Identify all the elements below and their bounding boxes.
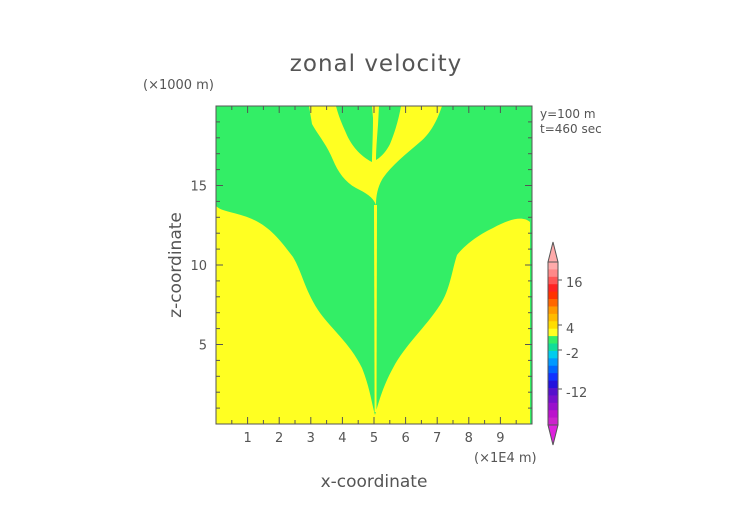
axis-tick-labels: 1 2 3 4 5 6 7 8 9 5 10 15	[190, 180, 504, 447]
right-yellow-region	[375, 218, 530, 424]
colorbar-band	[548, 365, 558, 374]
colorbar-band	[548, 276, 558, 285]
left-yellow-region	[216, 206, 375, 424]
colorbar-band	[548, 313, 558, 322]
x-tick-label: 7	[433, 431, 441, 446]
x-tick-label: 2	[275, 431, 283, 446]
inner-green-lobe-right	[376, 106, 401, 160]
colorbar-band	[548, 387, 558, 396]
colorbar-frame	[547, 261, 559, 426]
colorbar-band	[548, 410, 558, 419]
center-yellow-stripe	[374, 205, 377, 412]
axis-ticks	[216, 106, 532, 424]
colorbar-band	[548, 306, 558, 315]
colorbar-band	[548, 395, 558, 404]
x-unit-label: (×1E4 m)	[474, 451, 537, 466]
center-top-yellow-region	[309, 106, 442, 205]
x-tick-label: 1	[243, 431, 251, 446]
x-tick-label: 6	[401, 431, 409, 446]
colorbar-band	[548, 321, 558, 330]
colorbar	[547, 241, 562, 446]
x-tick-label: 5	[370, 431, 378, 446]
colorbar-band	[548, 262, 558, 270]
x-tick-label: 9	[496, 431, 504, 446]
colorbar-band	[548, 350, 558, 359]
annotation-time: t=460 sec	[540, 122, 602, 136]
colorbar-label: 16	[566, 276, 583, 291]
colorbar-label: -12	[566, 386, 587, 401]
annotation-y-level: y=100 m	[540, 107, 596, 121]
colorbar-labels: 16 4 -2 -12	[566, 276, 587, 401]
colorbar-band	[548, 291, 558, 300]
colorbar-band	[548, 269, 558, 278]
y-unit-label: (×1000 m)	[143, 78, 214, 93]
colorbar-band	[548, 336, 558, 344]
colorbar-band	[548, 284, 558, 293]
colorbar-label: -2	[566, 347, 579, 362]
chart-title: zonal velocity	[290, 51, 462, 77]
colorbar-band	[548, 402, 558, 411]
colorbar-band	[548, 373, 558, 382]
colorbar-band	[548, 299, 558, 307]
colorbar-label: 4	[566, 322, 574, 337]
colorbar-band	[548, 417, 558, 426]
colorbar-band	[548, 328, 558, 337]
y-axis-label: z-coordinate	[166, 212, 186, 318]
y-tick-label: 5	[199, 339, 207, 354]
colorbar-bottom-arrow	[547, 424, 559, 446]
y-tick-label: 15	[190, 180, 207, 195]
plot-area	[216, 106, 532, 424]
x-tick-label: 3	[307, 431, 315, 446]
colorbar-band	[548, 380, 558, 389]
x-tick-label: 8	[465, 431, 473, 446]
y-tick-label: 10	[190, 259, 207, 274]
colorbar-band	[548, 358, 558, 367]
x-axis-label: x-coordinate	[321, 472, 428, 492]
colorbar-top-arrow	[547, 241, 559, 263]
colorbar-band	[548, 343, 558, 352]
x-tick-label: 4	[338, 431, 346, 446]
inner-green-lobe-left	[336, 106, 373, 162]
